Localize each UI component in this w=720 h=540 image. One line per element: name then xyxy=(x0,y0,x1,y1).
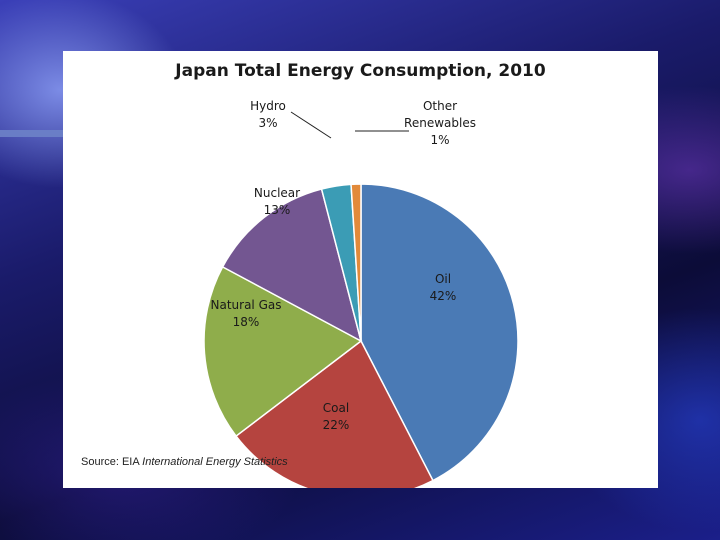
slice-name-nuclear: Nuclear xyxy=(254,186,300,200)
chart-title: Japan Total Energy Consumption, 2010 xyxy=(175,61,546,81)
source-title: International Energy Statistics xyxy=(142,456,288,468)
slice-name-coal: Coal xyxy=(323,401,349,415)
source-prefix: Source: EIA xyxy=(81,456,140,468)
slice-label-nuclear: Nuclear 13% xyxy=(254,186,300,217)
slice-name-natural-gas: Natural Gas xyxy=(211,298,282,312)
chart-panel: Japan Total Energy Consumption, 2010 Oil… xyxy=(63,51,658,488)
pie-slice-natural-gas xyxy=(203,265,363,438)
source-note: Source: EIA International Energy Statist… xyxy=(81,456,288,468)
slice-percent-nuclear: 13% xyxy=(264,203,291,217)
slice-label-other-renewables: Other Renewables 1% xyxy=(404,99,476,147)
slice-label-natural-gas: Natural Gas 18% xyxy=(211,298,282,329)
pie-slice-oil xyxy=(360,183,519,482)
pie-slices xyxy=(203,183,519,488)
slice-name-other-renewables: Renewables xyxy=(404,116,476,130)
slice-percent-oil: 42% xyxy=(430,289,457,303)
leader-line-hydro xyxy=(290,111,332,139)
pie-chart: Oil 42% Coal 22% Natural Gas 18% Nuclear 13% Hyd… xyxy=(203,99,519,488)
slice-percent-hydro: 3% xyxy=(258,116,277,130)
slice-percent-natural-gas: 18% xyxy=(233,315,260,329)
slice-label-hydro: Hydro 3% xyxy=(250,99,286,130)
slice-name-oil: Oil xyxy=(435,272,451,286)
slice-percent-coal: 22% xyxy=(323,418,350,432)
slice-labels: Oil 42% Coal 22% Natural Gas 18% Nuclear 13% Hyd… xyxy=(211,99,476,432)
slice-percent-other-renewables: 1% xyxy=(430,133,449,147)
pie-slice-other-renewables xyxy=(350,183,362,342)
slice-label-coal: Coal 22% xyxy=(323,401,350,432)
leader-lines xyxy=(290,111,409,139)
slice-label-oil: Oil 42% xyxy=(430,272,457,303)
slice-name-hydro: Hydro xyxy=(250,99,286,113)
pie-slice-coal xyxy=(235,339,434,488)
slide-accent-bar xyxy=(0,130,64,137)
slice-name-other-renewables: Other xyxy=(423,99,457,113)
pie-slice-nuclear xyxy=(221,188,363,343)
